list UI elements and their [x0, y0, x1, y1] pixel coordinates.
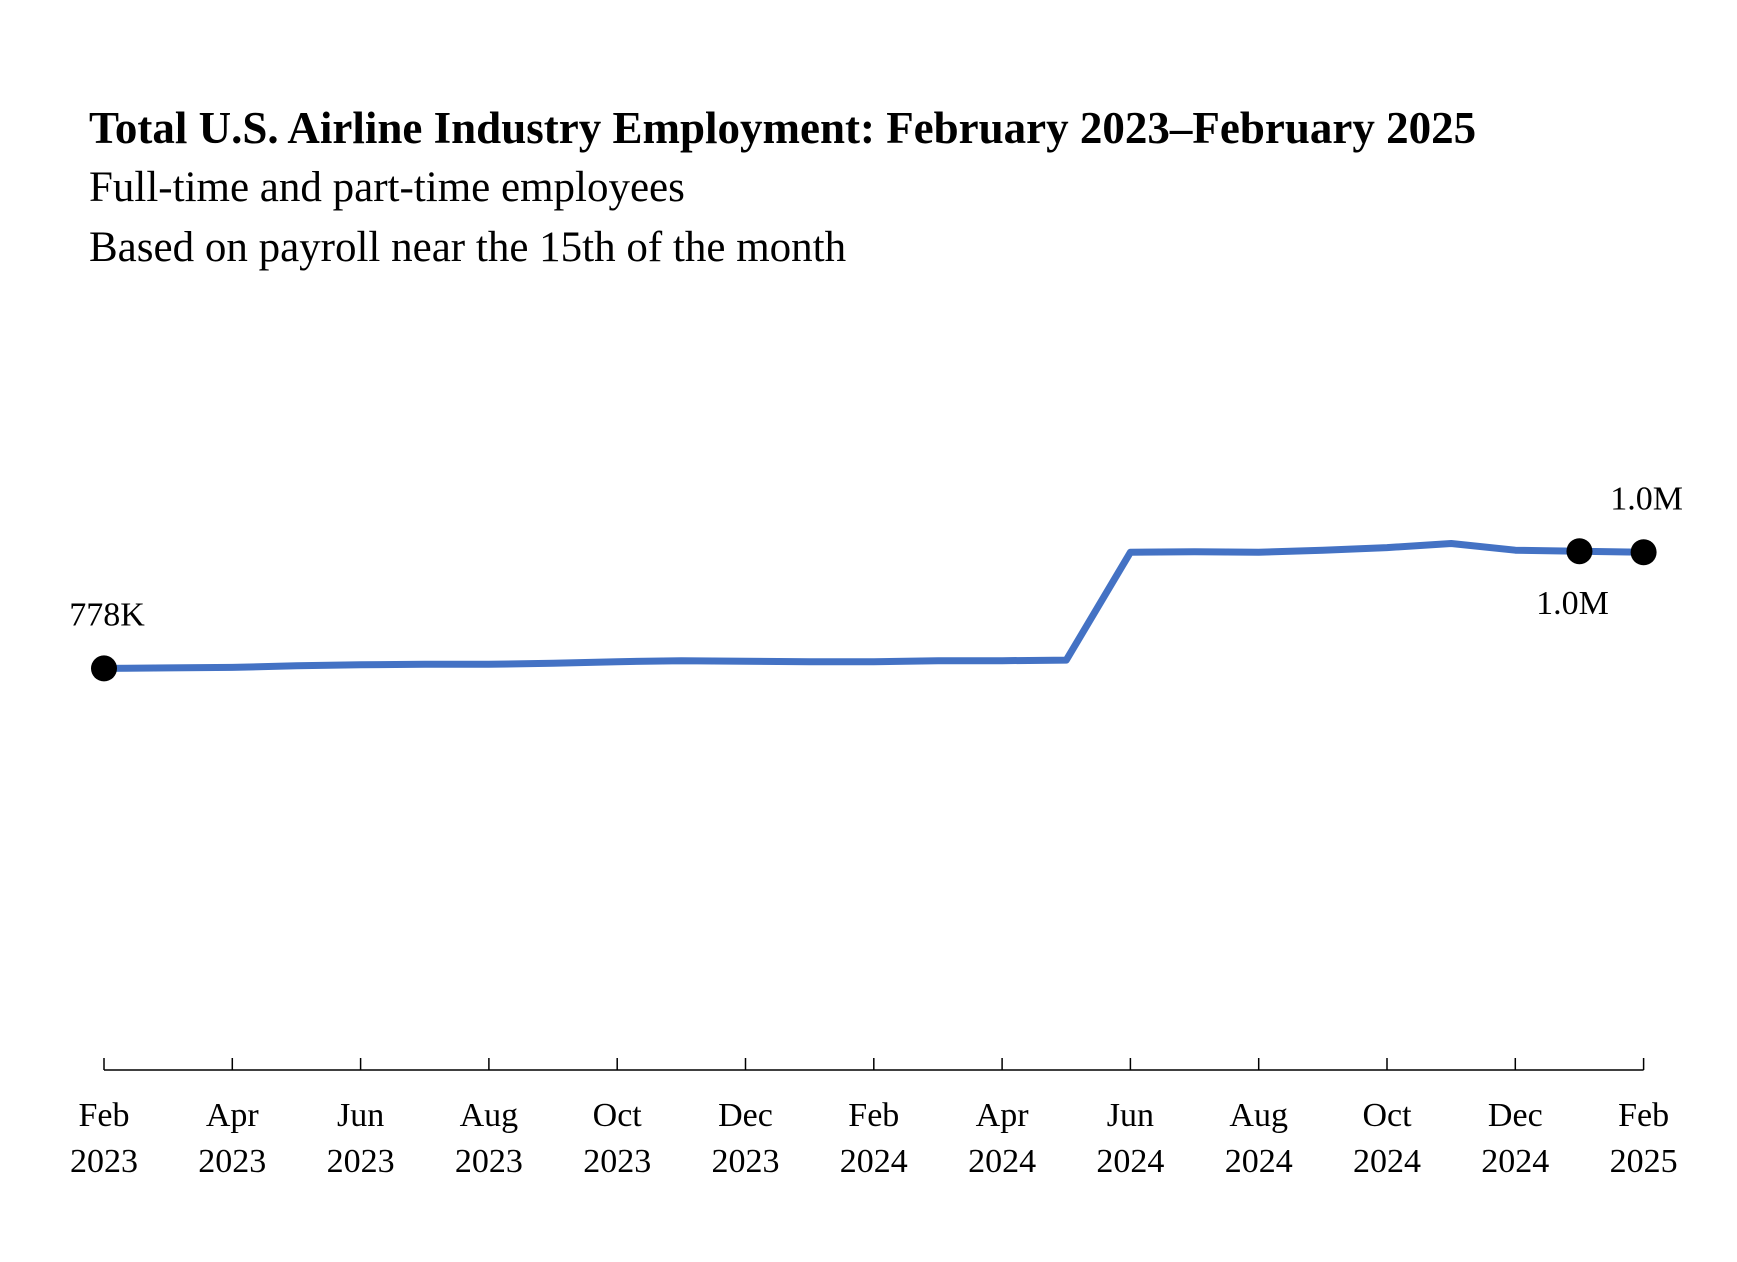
x-tick-label-month: Oct	[1362, 1097, 1412, 1134]
x-tick-label-year: 2024	[1225, 1143, 1293, 1180]
x-tick-label-month: Aug	[1229, 1097, 1288, 1134]
x-tick-label-month: Jun	[337, 1097, 384, 1134]
x-tick-label-year: 2023	[712, 1143, 780, 1180]
chart-title: Total U.S. Airline Industry Employment: …	[89, 103, 1477, 153]
x-tick-label-year: 2024	[840, 1143, 908, 1180]
x-tick-label-year: 2024	[1481, 1143, 1549, 1180]
data-label: 1.0M	[1536, 585, 1609, 622]
chart-header: Total U.S. Airline Industry Employment: …	[89, 98, 1476, 278]
x-tick-label-month: Apr	[976, 1097, 1030, 1134]
x-tick-label-month: Oct	[593, 1097, 643, 1134]
annotation-layer: 778K 1.0M 1.0M	[69, 480, 1683, 682]
data-label: 778K	[69, 596, 145, 633]
chart-subtitle-2: Based on payroll near the 15th of the mo…	[89, 224, 847, 271]
x-tick-label-year: 2024	[968, 1143, 1036, 1180]
data-point-marker	[91, 655, 117, 682]
x-tick-label-year: 2024	[1096, 1143, 1164, 1180]
x-tick-label-year: 2023	[583, 1143, 651, 1180]
x-tick-label-year: 2025	[1610, 1143, 1678, 1180]
data-point-marker	[1630, 539, 1657, 566]
x-tick-label-month: Jun	[1107, 1097, 1154, 1134]
x-tick-label-month: Dec	[718, 1097, 773, 1134]
series-line	[100, 540, 1648, 672]
x-tick-label-month: Feb	[79, 1097, 130, 1134]
x-tick-label-month: Dec	[1488, 1097, 1543, 1134]
x-tick-label-year: 2023	[327, 1143, 395, 1180]
chart-subtitle-1: Full-time and part-time employees	[89, 164, 685, 211]
x-tick-label-year: 2023	[455, 1143, 523, 1180]
x-tick-label-month: Feb	[848, 1097, 899, 1134]
data-point-marker	[1566, 538, 1593, 565]
data-label: 1.0M	[1610, 480, 1683, 517]
x-tick-label-month: Feb	[1618, 1097, 1669, 1134]
x-tick-label-year: 2023	[70, 1143, 138, 1180]
x-axis: Feb 2023 Apr 2023 Jun 2023 Aug 2023 Oct 2023 Dec 20…	[70, 1058, 1678, 1180]
x-tick-label-month: Apr	[206, 1097, 260, 1134]
x-tick-label-year: 2023	[198, 1143, 266, 1180]
series-layer	[100, 540, 1648, 672]
x-tick-label-month: Aug	[460, 1097, 519, 1134]
x-tick-label-year: 2024	[1353, 1143, 1421, 1180]
